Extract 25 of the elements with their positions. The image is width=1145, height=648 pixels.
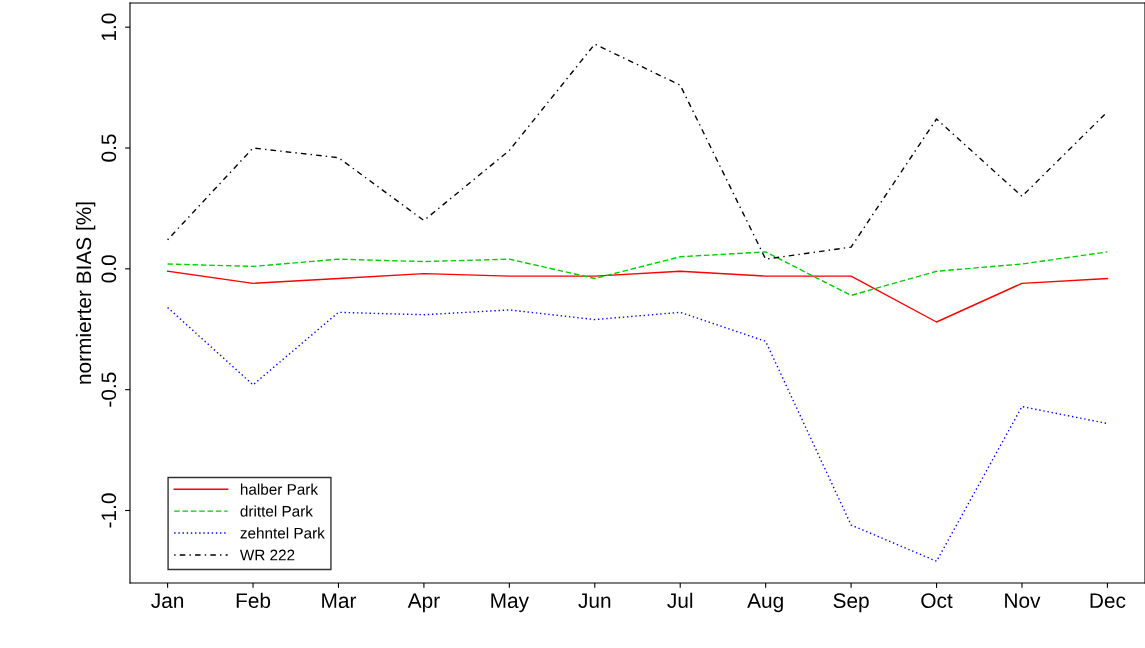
- legend-label: WR 222: [239, 549, 295, 561]
- y-tick-label: 0.0: [101, 255, 117, 283]
- x-tick-label: Mar: [322, 593, 357, 609]
- x-tick-label: Aug: [747, 593, 783, 613]
- line-series: [166, 306, 1109, 562]
- y-axis-title: normierter BIAS [%]: [75, 202, 96, 384]
- x-tick-label: Jan: [151, 593, 184, 609]
- x-tick-label: Jul: [667, 592, 693, 609]
- legend-label: halber Park: [240, 483, 319, 495]
- x-tick-label: Sep: [833, 593, 869, 613]
- y-tick-label: -0.5: [101, 372, 117, 407]
- x-tick-label: Jun: [578, 593, 611, 609]
- x-tick-label: Oct: [921, 593, 953, 609]
- legend-label: drittel Park: [240, 505, 313, 517]
- y-tick-label: -1.0: [101, 493, 117, 528]
- x-tick-label: Feb: [236, 592, 271, 609]
- x-tick-label: Nov: [1005, 593, 1041, 609]
- y-tick-label: 1.0: [101, 13, 117, 41]
- x-tick-label: May: [491, 593, 529, 613]
- y-tick-label: 0.5: [101, 134, 117, 162]
- legend-label: zehntel Park: [240, 527, 325, 539]
- x-tick-label: Dec: [1090, 593, 1126, 609]
- line-series: [166, 251, 1109, 297]
- x-tick-label: Apr: [407, 593, 440, 613]
- line-series: [166, 270, 1109, 323]
